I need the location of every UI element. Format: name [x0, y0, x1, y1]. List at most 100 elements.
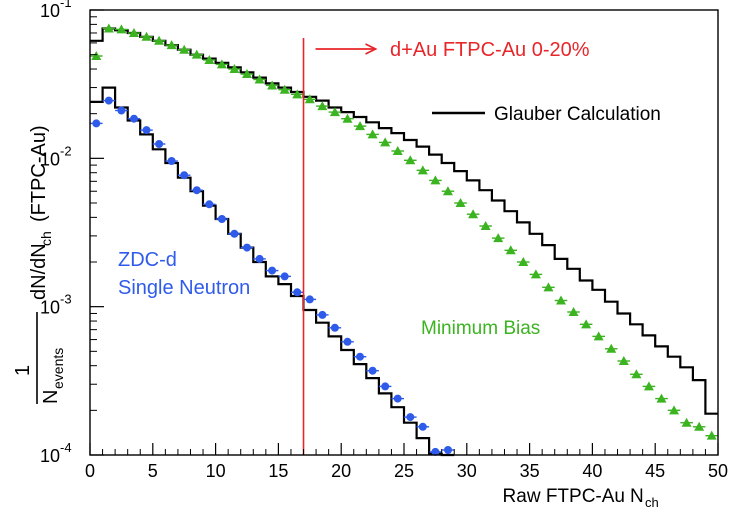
data-point	[656, 393, 667, 403]
data-point	[355, 121, 366, 131]
data-point	[367, 129, 378, 139]
y-title-frac-num: 1	[12, 365, 34, 376]
y-title-frac-den-sub: events	[50, 348, 66, 389]
data-point	[669, 405, 680, 415]
data-point	[304, 94, 315, 104]
label-single-neutron: Single Neutron	[118, 277, 250, 299]
data-point	[418, 422, 427, 431]
data-point	[117, 106, 126, 115]
data-point	[706, 430, 717, 440]
data-point	[581, 319, 592, 329]
data-point	[356, 352, 364, 361]
data-point	[317, 101, 328, 111]
cut-layer	[302, 38, 378, 455]
legend-label-glauber: Glauber Calculation	[494, 104, 661, 125]
label-minimum-bias: Minimum Bias	[421, 318, 540, 339]
data-point	[518, 257, 529, 267]
label-zdc: ZDC-d	[118, 249, 177, 271]
data-point	[280, 272, 289, 281]
data-point	[393, 394, 402, 403]
data-point	[128, 27, 139, 37]
x-axis-title-n: N	[630, 486, 644, 507]
x-tick-label: 5	[148, 461, 158, 481]
step-line-1	[90, 86, 455, 457]
data-point	[330, 323, 339, 332]
data-point	[155, 140, 164, 148]
data-point	[505, 245, 516, 255]
data-point	[279, 84, 290, 94]
series-layer	[90, 23, 718, 457]
data-point	[493, 233, 504, 243]
data-point	[166, 40, 177, 50]
data-point	[154, 35, 165, 45]
y-tick-exponent: -1	[60, 0, 72, 10]
x-tick-label: 0	[85, 461, 95, 481]
data-point	[380, 137, 391, 147]
x-axis-title-sub: ch	[645, 495, 659, 510]
x-tick-label: 40	[582, 461, 602, 481]
data-point	[392, 146, 403, 156]
data-point	[230, 229, 239, 238]
data-point	[103, 23, 114, 33]
data-point	[530, 269, 541, 279]
data-point	[243, 243, 251, 252]
data-point	[217, 215, 226, 223]
y-tick-exponent: -4	[60, 440, 72, 455]
data-point	[405, 155, 416, 165]
y-tick-label: 10	[40, 149, 60, 169]
data-point	[167, 157, 176, 165]
y-tick-label: 10	[40, 446, 60, 466]
data-point	[444, 446, 452, 454]
data-point	[606, 343, 617, 353]
data-point	[293, 288, 302, 297]
data-point	[694, 421, 705, 431]
y-title-rest-sub: ch	[38, 231, 54, 246]
x-tick-label: 50	[708, 461, 728, 481]
data-point	[618, 356, 629, 366]
data-point	[216, 59, 227, 69]
data-point	[631, 369, 642, 379]
data-point	[643, 381, 654, 391]
data-point	[179, 44, 190, 54]
data-point	[254, 74, 265, 84]
x-tick-label: 20	[331, 461, 351, 481]
data-point	[292, 89, 303, 99]
data-point	[329, 107, 340, 117]
data-point	[116, 24, 127, 34]
data-point	[204, 55, 215, 65]
cut-arrow-head	[365, 43, 378, 55]
cut-label: d+Au FTPC-Au 0-20%	[390, 39, 590, 61]
data-point	[318, 310, 327, 319]
data-point	[191, 49, 202, 59]
data-point	[468, 209, 479, 219]
y-tick-exponent: -2	[60, 143, 72, 158]
data-point	[343, 337, 352, 346]
x-tick-label: 15	[268, 461, 288, 481]
data-point	[92, 119, 101, 128]
y-title-frac-den: N	[40, 390, 62, 404]
x-axis-title: Raw FTPC-Au	[503, 486, 625, 507]
data-point	[142, 126, 151, 135]
data-point	[431, 447, 440, 456]
data-point	[205, 200, 214, 209]
y-tick-label: 10	[40, 298, 60, 318]
data-point	[242, 69, 252, 79]
data-point	[430, 175, 441, 185]
y-tick-label: 10	[40, 1, 60, 21]
data-point	[593, 331, 604, 341]
data-point	[543, 282, 554, 292]
data-point	[681, 417, 692, 427]
y-title-rest: dN/dN	[28, 243, 50, 300]
data-point	[568, 307, 579, 317]
data-point	[229, 64, 240, 74]
data-point	[480, 220, 491, 230]
data-point	[180, 171, 189, 180]
y-axis-title: dN/dN ch (FTPC-Au) 1 N events	[12, 125, 66, 404]
y-tick-exponent: -3	[60, 292, 72, 307]
data-point	[192, 186, 201, 195]
data-point	[417, 165, 428, 175]
x-tick-label: 25	[394, 461, 414, 481]
